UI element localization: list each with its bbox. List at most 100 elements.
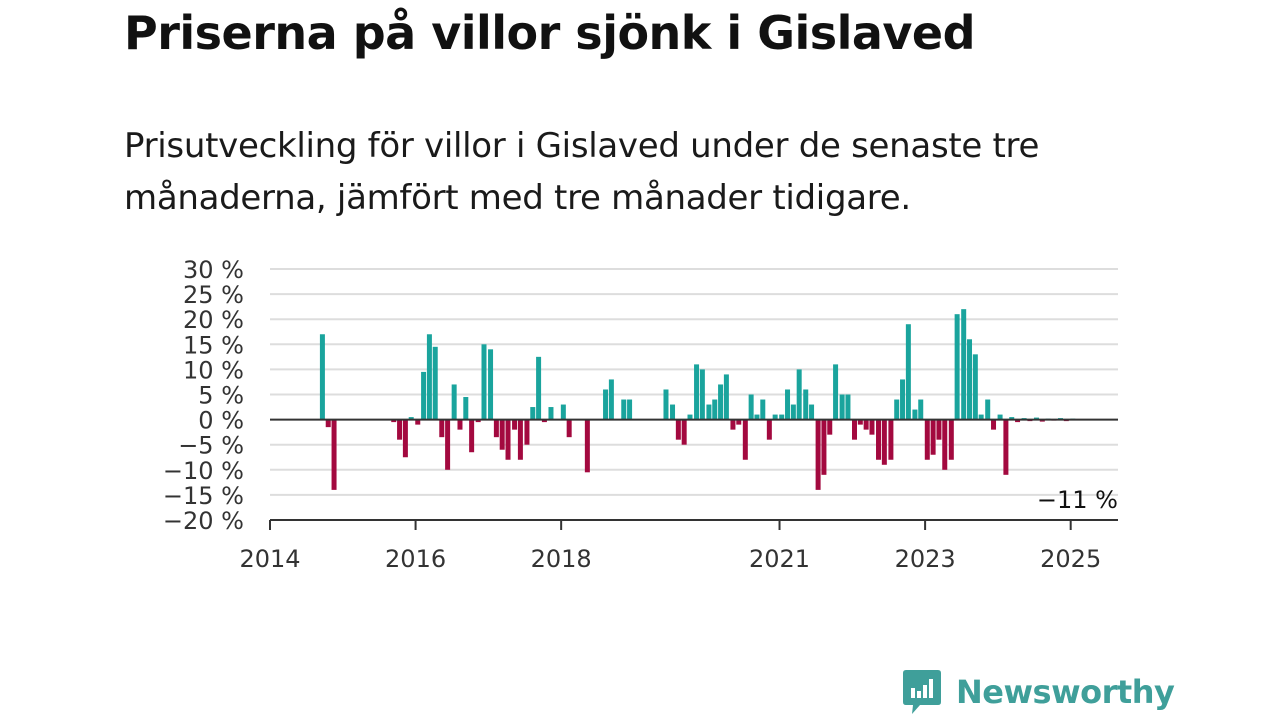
bar [785,389,791,420]
bar [488,349,494,420]
page-title: Priserna på villor sjönk i Gislaved [124,6,976,60]
bar [736,419,742,425]
bar [827,419,833,435]
bar [821,419,827,475]
bar [930,419,936,455]
x-tick-label: 2021 [749,545,810,573]
bar [790,404,796,420]
bar [548,407,554,420]
bar [517,419,523,460]
bar [415,419,421,425]
bar [663,389,669,420]
bar [481,344,487,420]
bar [1033,417,1039,420]
bar [991,419,997,430]
bar [718,384,724,420]
bar [505,419,511,460]
bar [331,419,337,490]
y-tick-label: 0 % [198,407,244,435]
bar [699,369,705,420]
y-tick-label: −20 % [163,507,244,535]
page-subtitle: Prisutveckling för villor i Gislaved und… [124,126,1040,218]
bar [985,399,991,420]
bar [670,404,676,420]
bar [876,419,882,460]
bar [942,419,948,470]
bar [748,394,754,420]
bar [845,394,851,420]
bar [833,364,839,420]
bar [924,419,930,460]
bar [936,419,942,440]
bar [918,399,924,420]
bar [391,419,397,423]
bar [512,419,518,430]
bar [772,414,778,420]
bar [1015,419,1021,423]
bar [439,419,445,438]
bar [1009,417,1015,420]
bar [972,354,978,420]
bar [536,356,542,420]
bar [869,419,875,435]
bar [541,419,547,423]
bar [809,404,815,420]
x-tick-label: 2014 [239,545,300,573]
bar [584,419,590,473]
bar [397,419,403,440]
bar [967,339,973,420]
bar [954,314,960,420]
bar [863,419,869,430]
bar [325,419,331,428]
bar [948,419,954,460]
grid-lines [270,268,1118,496]
x-tick-label: 2023 [895,545,956,573]
bar [524,419,530,445]
bar [687,414,693,420]
bar [426,334,432,420]
bar [402,419,408,458]
bar [681,419,687,445]
bar [1003,419,1009,475]
bar [493,419,499,438]
newsworthy-logo-icon [903,670,941,714]
y-tick-label: −15 % [163,482,244,510]
bar [627,399,633,420]
bar [603,389,609,420]
bar [566,419,572,438]
bar [706,404,712,420]
newsworthy-logo[interactable]: Newsworthy [902,668,1175,716]
y-tick-label: −5 % [178,432,244,460]
y-tick-label: 15 % [183,331,244,359]
y-tick-label: 20 % [183,306,244,334]
bar [796,369,802,420]
bar [457,419,463,430]
bar [852,419,857,440]
bar [912,409,918,420]
bar [723,374,729,420]
bar [712,399,718,420]
y-tick-label: −10 % [163,457,244,485]
bar [432,346,438,420]
bar [779,414,785,420]
bar [803,389,809,420]
bar [319,334,325,420]
bar [675,419,681,440]
y-tick-label: 25 % [183,281,244,309]
bar [997,414,1003,420]
bars [319,309,1076,490]
bar [961,309,967,420]
bar [608,379,614,420]
bar [530,407,536,420]
y-tick-label: 5 % [198,382,244,410]
bar [451,384,457,420]
bar [900,379,906,420]
bar [760,399,766,420]
y-axis-ticks: 30 %25 %20 %15 %10 %5 %0 %−5 %−10 %−15 %… [163,256,244,535]
x-tick-label: 2016 [385,545,446,573]
bar [881,419,887,465]
x-axis-ticks: 2014 2016 2018 2021 2023 2025 [239,520,1101,573]
bar [754,414,760,420]
bar [621,399,627,420]
